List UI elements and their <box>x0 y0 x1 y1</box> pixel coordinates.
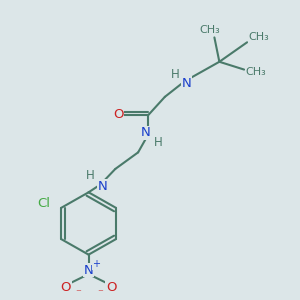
Text: ⁻: ⁻ <box>76 289 82 298</box>
Text: Cl: Cl <box>37 196 50 209</box>
Text: N: N <box>84 264 93 277</box>
Text: +: + <box>92 260 101 269</box>
Text: CH₃: CH₃ <box>199 25 220 34</box>
Text: O: O <box>113 108 124 121</box>
Text: CH₃: CH₃ <box>246 68 266 77</box>
Text: ⁻: ⁻ <box>98 289 103 298</box>
Text: O: O <box>106 281 117 294</box>
Text: O: O <box>61 281 71 294</box>
Text: H: H <box>170 68 179 81</box>
Text: CH₃: CH₃ <box>249 32 269 42</box>
Text: N: N <box>141 126 151 140</box>
Text: H: H <box>86 169 95 182</box>
Text: N: N <box>182 77 191 90</box>
Text: N: N <box>98 180 107 193</box>
Text: H: H <box>154 136 162 149</box>
